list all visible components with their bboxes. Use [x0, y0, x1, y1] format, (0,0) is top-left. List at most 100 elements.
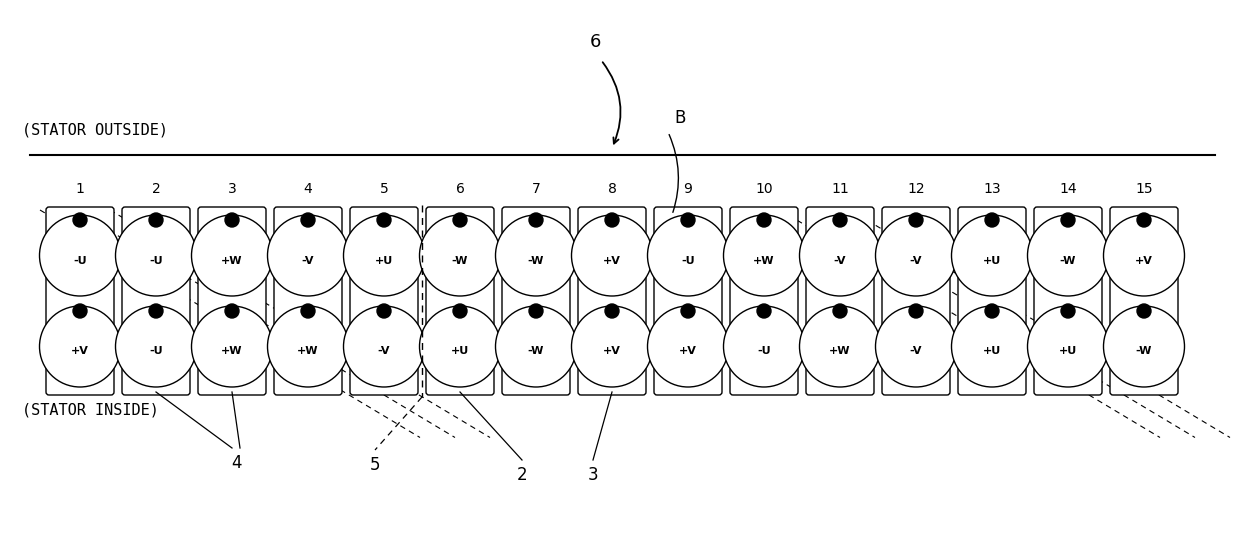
Circle shape: [377, 213, 391, 227]
Circle shape: [572, 306, 652, 387]
Text: (STATOR INSIDE): (STATOR INSIDE): [22, 402, 159, 417]
Circle shape: [1061, 213, 1075, 227]
Circle shape: [681, 213, 694, 227]
FancyBboxPatch shape: [806, 207, 874, 395]
Text: -U: -U: [73, 255, 87, 266]
FancyBboxPatch shape: [882, 207, 950, 395]
Text: +V: +V: [603, 347, 621, 356]
Text: +V: +V: [680, 347, 697, 356]
Circle shape: [268, 215, 348, 296]
Text: -U: -U: [149, 347, 162, 356]
Circle shape: [268, 306, 348, 387]
Text: +W: +W: [753, 255, 775, 266]
Text: +V: +V: [71, 347, 89, 356]
Circle shape: [800, 215, 880, 296]
Text: +U: +U: [983, 255, 1001, 266]
Circle shape: [756, 213, 771, 227]
Text: 6: 6: [455, 182, 465, 196]
Text: 8: 8: [608, 182, 616, 196]
Text: 3: 3: [588, 466, 599, 484]
Text: -V: -V: [833, 255, 846, 266]
Circle shape: [343, 215, 424, 296]
Circle shape: [496, 306, 577, 387]
Text: +W: +W: [830, 347, 851, 356]
Text: B: B: [675, 109, 686, 127]
Text: +U: +U: [983, 347, 1001, 356]
Text: 12: 12: [908, 182, 925, 196]
Circle shape: [1028, 306, 1109, 387]
Circle shape: [419, 306, 501, 387]
Circle shape: [1137, 304, 1151, 318]
Text: -U: -U: [681, 255, 694, 266]
Circle shape: [985, 304, 999, 318]
Circle shape: [909, 304, 923, 318]
Circle shape: [723, 215, 805, 296]
FancyBboxPatch shape: [274, 207, 342, 395]
Circle shape: [605, 304, 619, 318]
Text: 4: 4: [232, 454, 242, 472]
FancyBboxPatch shape: [578, 207, 646, 395]
Text: +U: +U: [451, 347, 469, 356]
Circle shape: [723, 306, 805, 387]
Circle shape: [40, 215, 120, 296]
FancyBboxPatch shape: [122, 207, 190, 395]
Text: 6: 6: [589, 33, 600, 51]
Circle shape: [529, 213, 543, 227]
Text: 9: 9: [683, 182, 692, 196]
Circle shape: [224, 213, 239, 227]
FancyBboxPatch shape: [502, 207, 570, 395]
Circle shape: [1061, 304, 1075, 318]
Circle shape: [529, 304, 543, 318]
Text: 1: 1: [76, 182, 84, 196]
Circle shape: [1137, 213, 1151, 227]
Circle shape: [377, 304, 391, 318]
Circle shape: [115, 306, 196, 387]
Circle shape: [149, 304, 162, 318]
Circle shape: [833, 213, 847, 227]
Text: 4: 4: [304, 182, 312, 196]
Circle shape: [875, 306, 956, 387]
Circle shape: [1104, 306, 1184, 387]
FancyBboxPatch shape: [350, 207, 418, 395]
Text: 11: 11: [831, 182, 849, 196]
Text: -W: -W: [528, 255, 544, 266]
Text: 15: 15: [1135, 182, 1153, 196]
Circle shape: [453, 304, 467, 318]
Circle shape: [453, 213, 467, 227]
Circle shape: [1028, 215, 1109, 296]
FancyBboxPatch shape: [959, 207, 1025, 395]
Circle shape: [496, 215, 577, 296]
Text: 5: 5: [370, 456, 381, 474]
Text: -W: -W: [1060, 255, 1076, 266]
Circle shape: [149, 213, 162, 227]
Text: 7: 7: [532, 182, 541, 196]
Circle shape: [419, 215, 501, 296]
Text: 5: 5: [379, 182, 388, 196]
Circle shape: [301, 213, 315, 227]
Circle shape: [875, 215, 956, 296]
Text: +W: +W: [221, 255, 243, 266]
Text: 2: 2: [151, 182, 160, 196]
Circle shape: [191, 215, 273, 296]
Circle shape: [40, 306, 120, 387]
Text: -U: -U: [149, 255, 162, 266]
Circle shape: [1104, 215, 1184, 296]
FancyBboxPatch shape: [427, 207, 494, 395]
Text: 10: 10: [755, 182, 773, 196]
Text: 13: 13: [983, 182, 1001, 196]
Circle shape: [833, 304, 847, 318]
Text: +V: +V: [603, 255, 621, 266]
Text: -V: -V: [910, 347, 923, 356]
Circle shape: [343, 306, 424, 387]
Text: -W: -W: [528, 347, 544, 356]
Text: 14: 14: [1059, 182, 1076, 196]
Text: +W: +W: [221, 347, 243, 356]
Text: -V: -V: [910, 255, 923, 266]
Text: +V: +V: [1135, 255, 1153, 266]
FancyBboxPatch shape: [1110, 207, 1178, 395]
Circle shape: [224, 304, 239, 318]
Text: +U: +U: [374, 255, 393, 266]
Circle shape: [605, 213, 619, 227]
Text: -U: -U: [758, 347, 771, 356]
FancyBboxPatch shape: [730, 207, 799, 395]
